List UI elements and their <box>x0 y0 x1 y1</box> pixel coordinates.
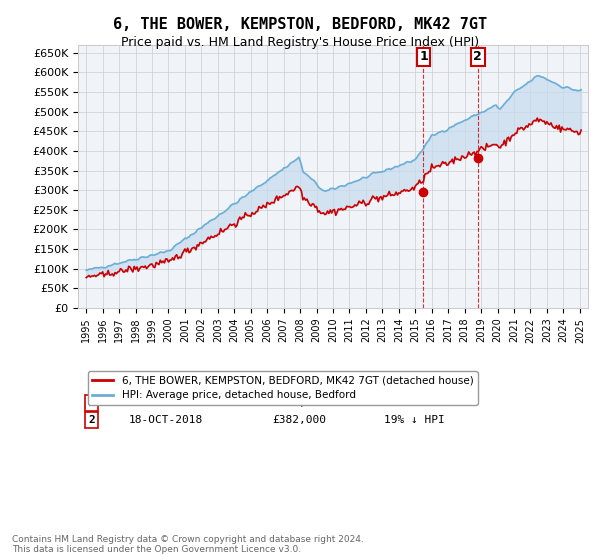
Text: 19% ↓ HPI: 19% ↓ HPI <box>384 415 445 425</box>
Text: 2: 2 <box>88 415 95 425</box>
Text: 1: 1 <box>88 398 95 408</box>
Legend: 6, THE BOWER, KEMPSTON, BEDFORD, MK42 7GT (detached house), HPI: Average price, : 6, THE BOWER, KEMPSTON, BEDFORD, MK42 7G… <box>88 371 478 405</box>
Text: 1: 1 <box>419 50 428 63</box>
Text: £294,995: £294,995 <box>272 398 326 408</box>
Text: 2: 2 <box>473 50 482 63</box>
Text: 19% ↓ HPI: 19% ↓ HPI <box>384 398 445 408</box>
Text: 30-JUN-2015: 30-JUN-2015 <box>129 398 203 408</box>
Text: £382,000: £382,000 <box>272 415 326 425</box>
Text: 6, THE BOWER, KEMPSTON, BEDFORD, MK42 7GT: 6, THE BOWER, KEMPSTON, BEDFORD, MK42 7G… <box>113 17 487 32</box>
Text: 18-OCT-2018: 18-OCT-2018 <box>129 415 203 425</box>
Text: Contains HM Land Registry data © Crown copyright and database right 2024.
This d: Contains HM Land Registry data © Crown c… <box>12 535 364 554</box>
Text: Price paid vs. HM Land Registry's House Price Index (HPI): Price paid vs. HM Land Registry's House … <box>121 36 479 49</box>
